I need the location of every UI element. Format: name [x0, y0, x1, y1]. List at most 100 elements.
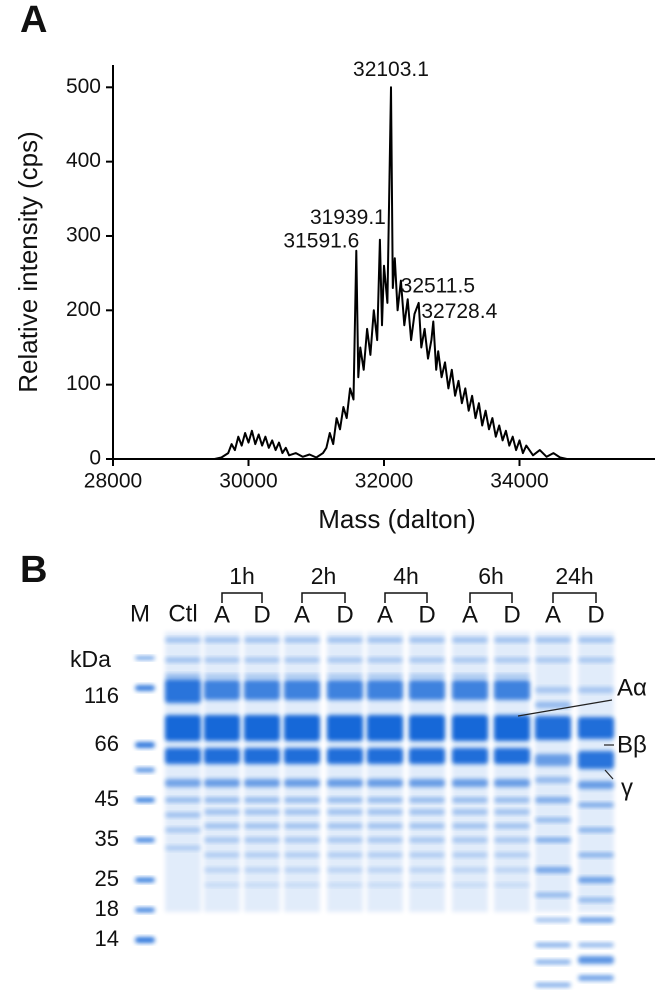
gel-band [244, 748, 280, 764]
x-tick-label: 32000 [355, 470, 413, 493]
gel-band [494, 715, 530, 741]
lane-label: A [462, 601, 478, 628]
time-label: 1h [229, 563, 255, 589]
lane-smear [367, 632, 403, 912]
gel-band [409, 837, 445, 843]
gel-band [578, 827, 614, 833]
gel-band [244, 637, 280, 643]
gel-band [578, 802, 614, 808]
y-tick-label: 500 [66, 75, 101, 98]
gel-band [165, 845, 201, 851]
gel-band [284, 680, 320, 700]
marker-size-label: 18 [95, 896, 119, 921]
lane-bracket [301, 592, 346, 603]
marker-size-label: 116 [84, 683, 119, 708]
y-tick-label: 100 [66, 372, 101, 395]
band-pointer [517, 699, 613, 717]
spectrum-line [113, 86, 628, 460]
lane-bracket [384, 592, 428, 603]
gel-band [327, 657, 363, 663]
gel-band [284, 823, 320, 829]
x-tick-label: 34000 [490, 470, 548, 493]
unit-label: kDa [70, 646, 111, 672]
lane-label: D [253, 601, 270, 628]
gel-band [204, 779, 240, 787]
gel-band [409, 867, 445, 873]
gel-band [367, 680, 403, 700]
peak-label: 32728.4 [421, 300, 497, 323]
lane-label: D [587, 601, 604, 628]
gel-band [578, 657, 614, 663]
gel-band [284, 637, 320, 643]
marker-size-label: 14 [95, 926, 119, 951]
lane-bracket [469, 592, 513, 603]
lane-smear [452, 632, 488, 912]
gel-band [244, 823, 280, 829]
gel-band [409, 674, 445, 678]
gel-band [204, 823, 240, 829]
band-label: Bβ [617, 731, 647, 758]
y-tick-label: 400 [66, 149, 101, 172]
gel-band [535, 687, 571, 693]
y-axis-label: Relative intensity (cps) [13, 131, 43, 393]
gel-band [535, 657, 571, 663]
gel-band [135, 742, 155, 748]
gel-band [284, 779, 320, 787]
lane-label: Ctl [168, 600, 197, 627]
x-tick-label: 28000 [84, 470, 142, 493]
gel-band [409, 797, 445, 803]
gel-band [535, 817, 571, 823]
gel-band [327, 809, 363, 815]
gel-band [409, 680, 445, 700]
gel-band [494, 837, 530, 843]
lane-label: D [418, 601, 435, 628]
gel-band [165, 679, 201, 703]
gel-band [367, 883, 403, 887]
gel-band [535, 797, 571, 803]
x-tick-label: 30000 [219, 470, 277, 493]
gel-band [284, 837, 320, 843]
gel-band [535, 917, 571, 923]
gel-band [578, 917, 614, 923]
gel-band [135, 877, 155, 883]
gel-band [204, 637, 240, 643]
panel-label: B [20, 549, 47, 591]
gel-band [367, 823, 403, 829]
gel-band [327, 883, 363, 887]
gel-band [578, 717, 614, 739]
gel-band [135, 937, 155, 943]
gel-band [244, 867, 280, 873]
lane-smear [244, 632, 280, 912]
gel-band [409, 657, 445, 663]
gel-band [367, 674, 403, 678]
gel-band [452, 748, 488, 764]
gel-band [367, 867, 403, 873]
gel-band [244, 657, 280, 663]
gel-band [535, 702, 571, 708]
gel-band [535, 777, 571, 783]
gel-band [327, 715, 363, 741]
lane-bracket [221, 592, 263, 603]
marker-size-label: 66 [95, 731, 119, 756]
gel-band [244, 779, 280, 787]
gel-band [409, 637, 445, 643]
gel-band [165, 827, 201, 833]
gel-band [367, 837, 403, 843]
gel-band [409, 779, 445, 787]
time-label: 4h [393, 563, 419, 589]
gel-band [494, 797, 530, 803]
x-axis-label: Mass (dalton) [318, 504, 476, 534]
gel-band [535, 959, 571, 965]
lane-bracket [552, 592, 597, 603]
gel-band [135, 837, 155, 843]
gel-band [135, 767, 155, 773]
gel-band [204, 867, 240, 873]
gel-band [367, 779, 403, 787]
gel-band [535, 637, 571, 643]
lane-smear [535, 632, 571, 912]
gel-band [204, 715, 240, 741]
gel-band [578, 877, 614, 883]
gel-band [578, 852, 614, 858]
gel-band [204, 852, 240, 858]
